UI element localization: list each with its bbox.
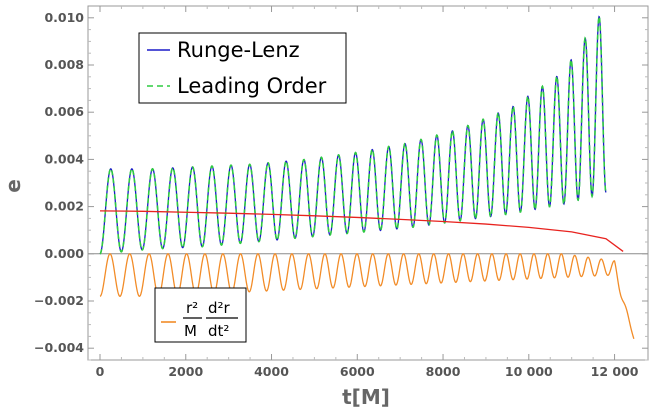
y-tick-label: 0.002 <box>44 199 84 214</box>
series-leading-order <box>99 15 607 255</box>
y-tick-label: 0.000 <box>44 246 84 261</box>
x-tick-label: 12 000 <box>591 364 639 379</box>
x-tick-label: 10 000 <box>505 364 553 379</box>
x-tick-label: 4000 <box>254 364 289 379</box>
y-tick-label: 0.004 <box>44 151 84 166</box>
x-tick-label: 0 <box>96 364 105 379</box>
x-axis-ticks: 0 2000 4000 6000 8000 10 000 12 000 <box>96 6 639 379</box>
y-tick-label: 0.008 <box>44 57 84 72</box>
formula-den2: dt² <box>208 322 229 340</box>
y-tick-label: −0.004 <box>34 340 84 355</box>
series-layer <box>99 15 635 339</box>
y-axis-ticks: −0.004 −0.002 0.000 0.002 0.004 0.006 0.008 0.0… <box>34 10 648 361</box>
formula-den1: M <box>184 322 197 340</box>
x-tick-label: 2000 <box>168 364 203 379</box>
x-tick-label: 8000 <box>426 364 461 379</box>
formula-num2: d²r <box>208 299 231 317</box>
y-tick-label: 0.006 <box>44 104 84 119</box>
series-red-envelope <box>99 210 624 252</box>
x-tick-label: 6000 <box>340 364 375 379</box>
x-axis-label: t[M] <box>342 385 390 409</box>
y-tick-label: −0.002 <box>34 293 84 308</box>
legend-bottom: r² M d²r dt² <box>154 287 247 343</box>
y-tick-label: 0.010 <box>44 10 84 25</box>
legend-top: Runge-Lenz Leading Order <box>138 32 347 104</box>
legend-top-box <box>138 32 347 104</box>
formula-num1: r² <box>186 299 198 317</box>
legend-label-runge-lenz: Runge-Lenz <box>177 38 300 62</box>
y-axis-label: e <box>1 179 25 193</box>
legend-label-leading-order: Leading Order <box>177 74 327 98</box>
series-r-d-r-m-dt <box>99 253 635 339</box>
legend-bottom-box <box>154 287 247 343</box>
